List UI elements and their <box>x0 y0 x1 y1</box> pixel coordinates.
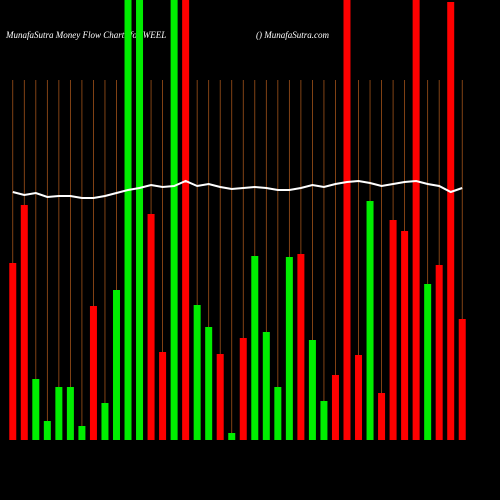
bar <box>366 201 374 440</box>
bar <box>343 0 351 440</box>
bar <box>136 0 144 440</box>
bar <box>112 290 120 440</box>
bar <box>43 421 51 440</box>
money-flow-line <box>12 179 463 199</box>
bar <box>331 375 339 440</box>
bar <box>55 387 63 440</box>
bar <box>285 257 293 440</box>
bar <box>124 0 132 440</box>
bar <box>274 387 282 440</box>
chart-title: MunafaSutra Money Flow Charts for WEEL <box>5 30 166 40</box>
bar <box>78 426 86 440</box>
bar <box>101 403 109 440</box>
bar <box>89 306 97 440</box>
bar <box>458 319 466 440</box>
bar <box>447 2 455 440</box>
bar <box>401 231 409 440</box>
bar <box>389 220 397 440</box>
bar <box>239 338 247 440</box>
bar <box>32 379 40 440</box>
bar <box>193 305 201 440</box>
bar <box>20 205 28 440</box>
chart-subtitle: () MunafaSutra.com <box>256 30 329 40</box>
bar <box>262 332 270 440</box>
bar <box>9 263 17 440</box>
bar <box>378 393 386 440</box>
bar <box>216 354 224 440</box>
bar <box>182 0 190 440</box>
bar <box>435 265 443 440</box>
bar <box>251 256 259 440</box>
bar <box>159 352 167 440</box>
bar <box>66 387 74 440</box>
bar <box>147 214 155 440</box>
bar <box>228 433 236 440</box>
bar <box>170 0 178 440</box>
bar <box>412 0 420 440</box>
bar <box>205 327 213 440</box>
bar <box>424 284 432 440</box>
bar <box>320 401 328 440</box>
bar <box>308 340 316 440</box>
bar <box>297 254 305 440</box>
bar <box>355 355 363 440</box>
